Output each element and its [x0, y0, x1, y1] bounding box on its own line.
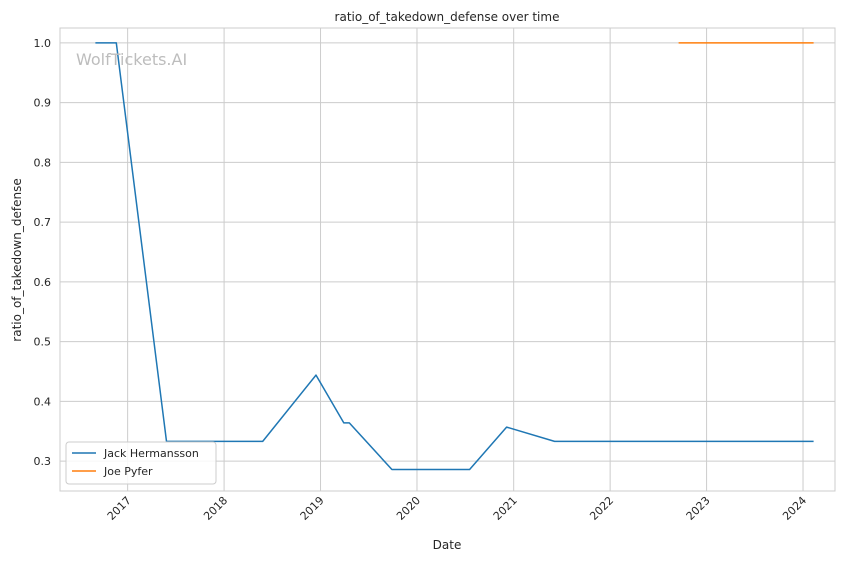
legend-label-joe-pyfer: Joe Pyfer: [103, 465, 153, 478]
y-tick-label: 0.7: [34, 216, 52, 229]
y-tick-label: 0.3: [34, 455, 52, 468]
plot-frame: [59, 27, 836, 492]
watermark: WolfTickets.AI: [76, 50, 187, 69]
chart-title: ratio_of_takedown_defense over time: [335, 10, 560, 24]
x-axis-label: Date: [433, 538, 462, 552]
legend: Jack Hermansson Joe Pyfer: [65, 441, 217, 485]
series: [95, 42, 814, 471]
y-tick-label: 0.5: [34, 336, 52, 349]
grid: [60, 28, 835, 491]
y-tick-label: 0.9: [34, 97, 52, 110]
y-axis-label: ratio_of_takedown_defense: [10, 178, 24, 341]
y-tick-label: 0.6: [34, 276, 52, 289]
y-axis-ticks: 0.3 0.4 0.5 0.6 0.7 0.8 0.9 1.0: [34, 37, 52, 468]
legend-label-jack-hermansson: Jack Hermansson: [103, 447, 199, 460]
series-line-jack-hermansson: [95, 42, 814, 471]
y-tick-label: 1.0: [34, 37, 52, 50]
y-tick-label: 0.8: [34, 156, 52, 169]
legend-box: [65, 441, 217, 485]
y-tick-label: 0.4: [34, 395, 52, 408]
